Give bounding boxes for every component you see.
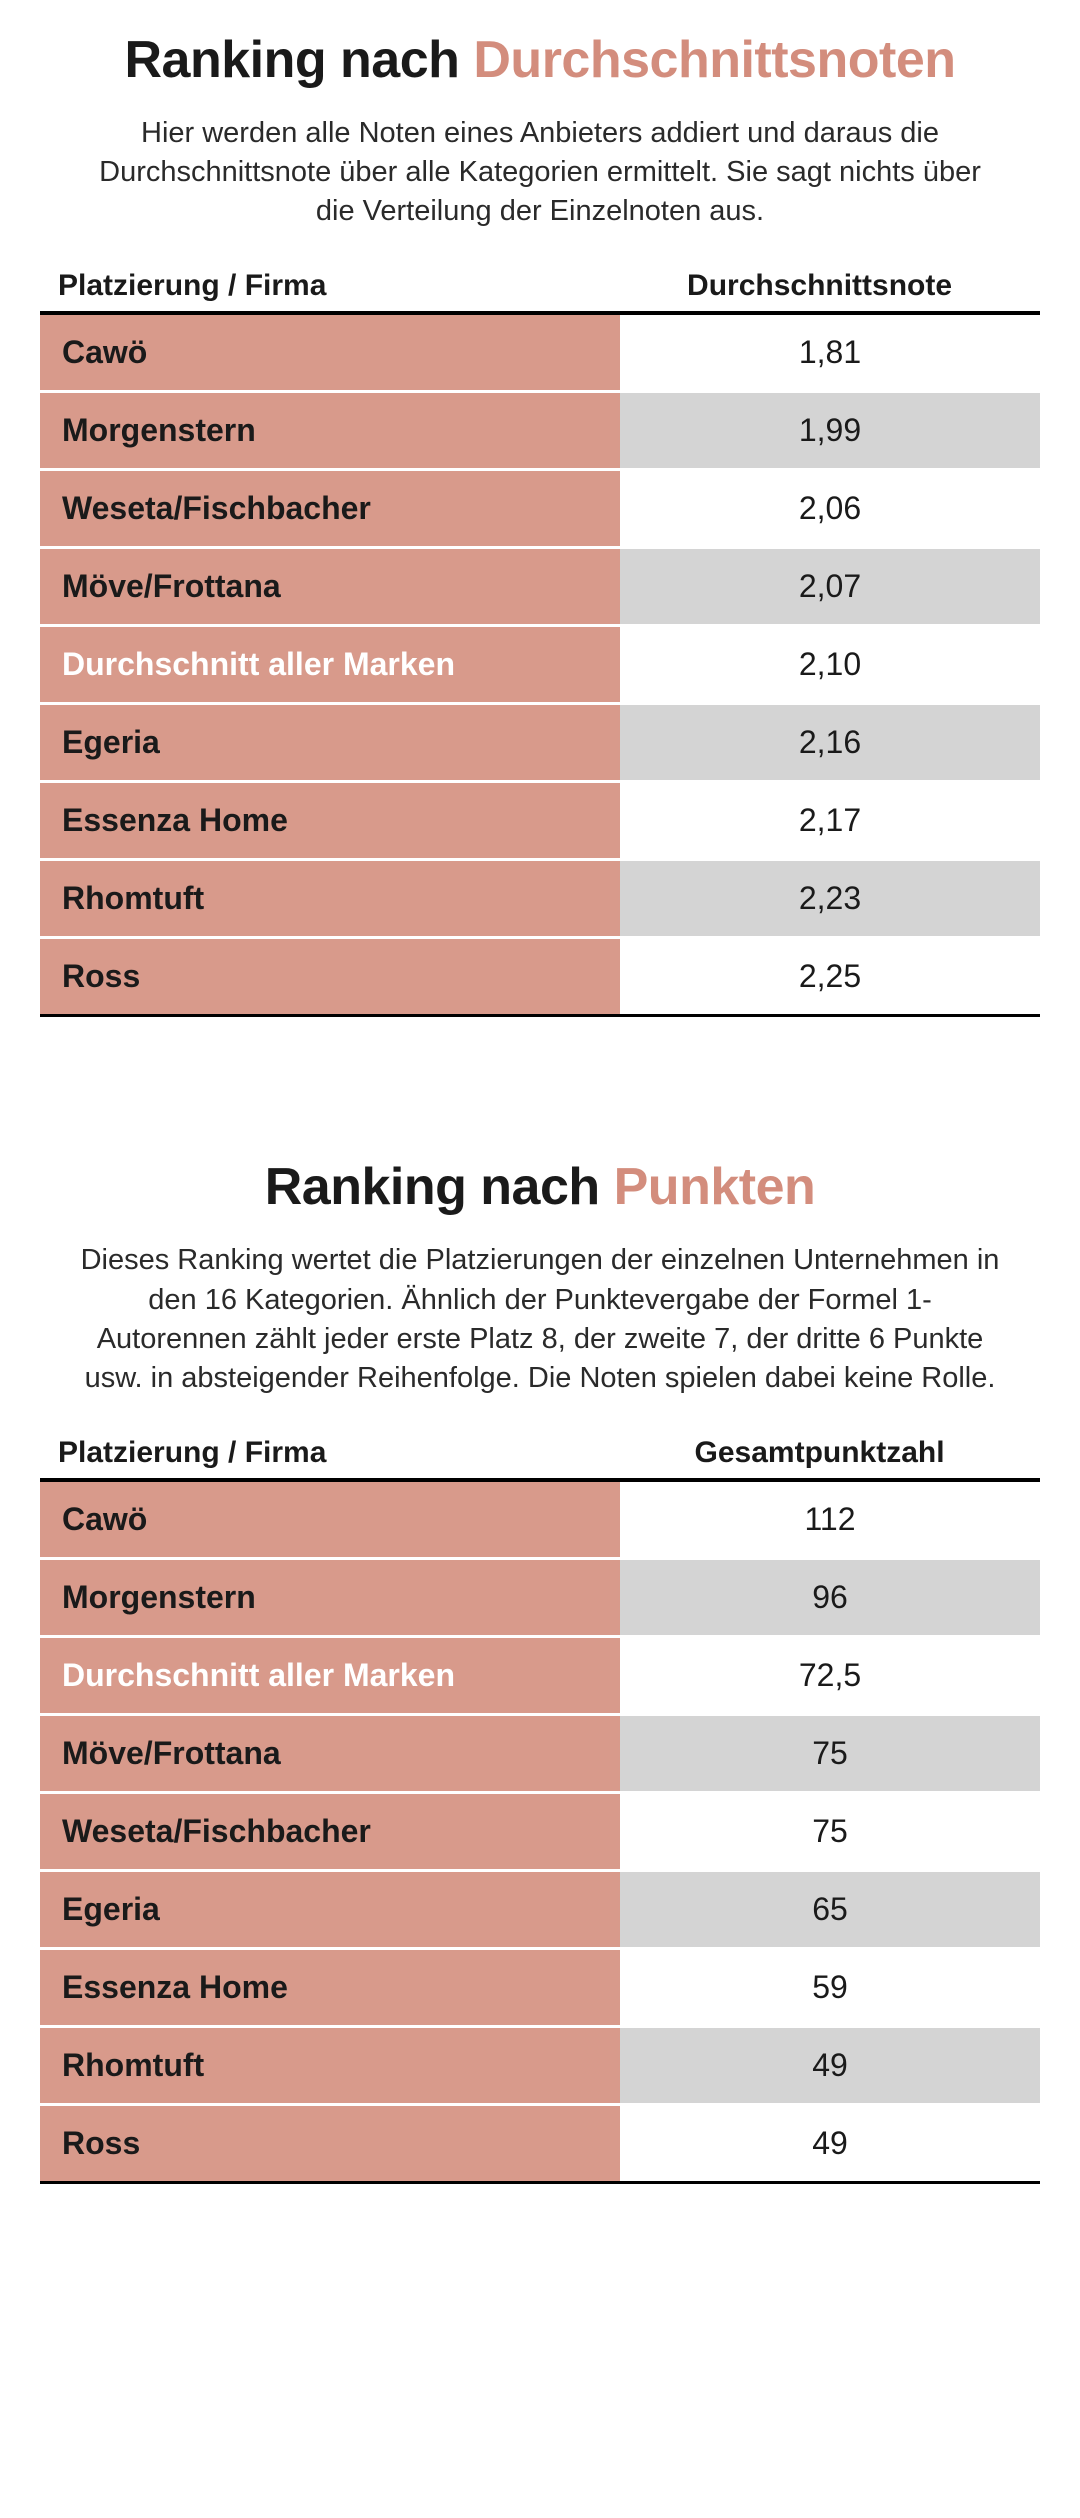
table-row: Möve/Frottana75 [40,1716,1040,1794]
row-firma: Möve/Frottana [40,1716,620,1791]
row-value: 2,07 [620,549,1040,624]
description-2: Dieses Ranking wertet die Platzierungen … [80,1241,1000,1398]
table-row: Ross49 [40,2106,1040,2184]
table-bottom-border-1 [40,1014,1040,1017]
section-punkte: Ranking nach Punkten Dieses Ranking wert… [40,1157,1040,2184]
row-firma: Egeria [40,1872,620,1947]
row-firma: Rhomtuft [40,861,620,936]
col-header-note: Durchschnittsnote [617,269,1022,303]
row-firma: Morgenstern [40,1560,620,1635]
section-durchschnittsnoten: Ranking nach Durchschnittsnoten Hier wer… [40,30,1040,1017]
row-firma: Möve/Frottana [40,549,620,624]
page: Ranking nach Durchschnittsnoten Hier wer… [0,0,1080,2304]
table-row: Rhomtuft49 [40,2028,1040,2106]
table-row: Durchschnitt aller Marken72,5 [40,1638,1040,1716]
col-header-firma: Platzierung / Firma [58,1436,617,1470]
table-row: Egeria65 [40,1872,1040,1950]
row-firma: Cawö [40,315,620,390]
row-value: 112 [620,1482,1040,1557]
row-value: 49 [620,2028,1040,2103]
table-body-1: Cawö1,81Morgenstern1,99Weseta/Fischbache… [40,315,1040,1017]
description-1: Hier werden alle Noten eines Anbieters a… [80,114,1000,231]
row-value: 72,5 [620,1638,1040,1713]
row-firma: Weseta/Fischbacher [40,1794,620,1869]
row-value: 1,81 [620,315,1040,390]
row-value: 75 [620,1716,1040,1791]
table-row: Cawö112 [40,1482,1040,1560]
table-body-2: Cawö112Morgenstern96Durchschnitt aller M… [40,1482,1040,2184]
table-row: Essenza Home59 [40,1950,1040,2028]
row-value: 2,25 [620,939,1040,1014]
title-accent: Durchschnittsnoten [473,31,955,89]
title-2: Ranking nach Punkten [40,1157,1040,1217]
table-row: Weseta/Fischbacher75 [40,1794,1040,1872]
row-firma: Rhomtuft [40,2028,620,2103]
table-row: Morgenstern1,99 [40,393,1040,471]
row-average-label: Durchschnitt aller Marken [40,627,620,702]
table-header-1: Platzierung / Firma Durchschnittsnote [40,261,1040,315]
title-1: Ranking nach Durchschnittsnoten [40,30,1040,90]
row-value: 96 [620,1560,1040,1635]
row-value: 2,10 [620,627,1040,702]
row-average-label: Durchschnitt aller Marken [40,1638,620,1713]
row-firma: Cawö [40,1482,620,1557]
col-header-punkte: Gesamtpunktzahl [617,1436,1022,1470]
row-firma: Egeria [40,705,620,780]
row-value: 2,06 [620,471,1040,546]
table-row: Essenza Home2,17 [40,783,1040,861]
row-firma: Essenza Home [40,1950,620,2025]
row-value: 1,99 [620,393,1040,468]
col-header-firma: Platzierung / Firma [58,269,617,303]
row-value: 49 [620,2106,1040,2181]
table-row: Ross2,25 [40,939,1040,1017]
row-firma: Ross [40,939,620,1014]
table-bottom-border-2 [40,2181,1040,2184]
table-row: Cawö1,81 [40,315,1040,393]
row-value: 2,16 [620,705,1040,780]
row-value: 75 [620,1794,1040,1869]
table-row: Rhomtuft2,23 [40,861,1040,939]
row-firma: Essenza Home [40,783,620,858]
table-row: Möve/Frottana2,07 [40,549,1040,627]
row-value: 65 [620,1872,1040,1947]
table-row: Morgenstern96 [40,1560,1040,1638]
row-firma: Weseta/Fischbacher [40,471,620,546]
row-firma: Ross [40,2106,620,2181]
title-prefix: Ranking nach [265,1158,614,1216]
row-value: 59 [620,1950,1040,2025]
table-row: Egeria2,16 [40,705,1040,783]
row-value: 2,17 [620,783,1040,858]
title-accent: Punkten [614,1158,816,1216]
table-header-2: Platzierung / Firma Gesamtpunktzahl [40,1428,1040,1482]
row-firma: Morgenstern [40,393,620,468]
table-row: Weseta/Fischbacher2,06 [40,471,1040,549]
row-value: 2,23 [620,861,1040,936]
title-prefix: Ranking nach [124,31,473,89]
table-row: Durchschnitt aller Marken2,10 [40,627,1040,705]
